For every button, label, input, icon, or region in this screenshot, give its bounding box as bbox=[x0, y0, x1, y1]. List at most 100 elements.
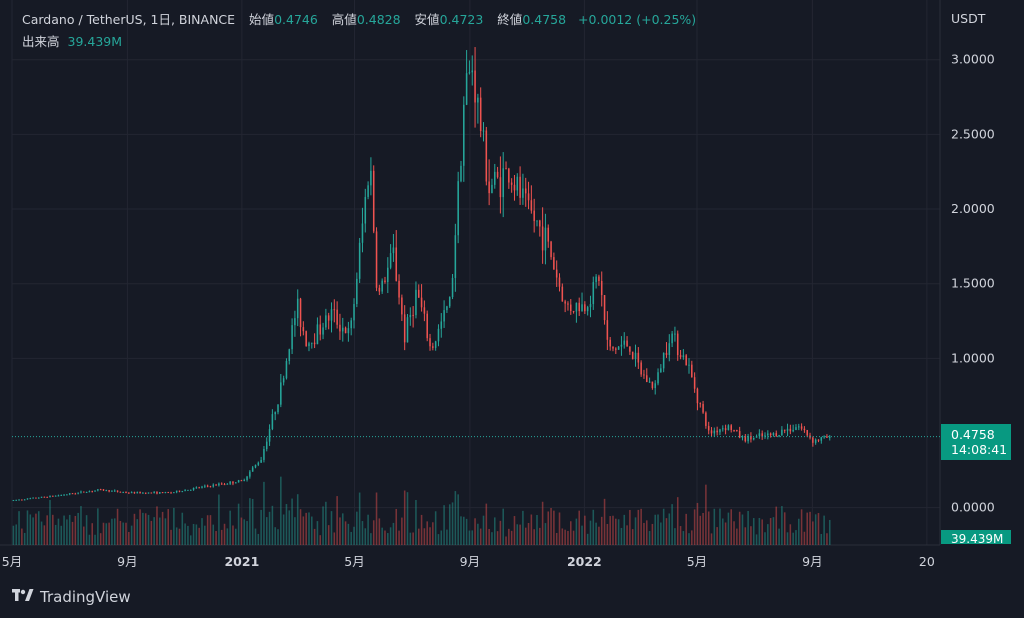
candle-body bbox=[164, 492, 167, 494]
volume-bar bbox=[18, 511, 20, 545]
candle-body bbox=[403, 314, 406, 343]
volume-bar bbox=[454, 491, 457, 545]
candle-body bbox=[423, 307, 426, 314]
volume-bar bbox=[699, 515, 702, 545]
volume-bar bbox=[479, 528, 482, 545]
candle-body bbox=[519, 176, 521, 198]
volume-bar bbox=[49, 499, 51, 545]
candle-body bbox=[482, 130, 485, 132]
volume-bar bbox=[595, 522, 597, 545]
volume-bar bbox=[370, 533, 372, 545]
volume-bar bbox=[809, 511, 811, 545]
symbol-title[interactable]: Cardano / TetherUS, 1日, BINANCE bbox=[22, 12, 236, 27]
volume-bar bbox=[350, 531, 352, 545]
candle-body bbox=[820, 437, 823, 441]
volume-bar bbox=[97, 508, 99, 545]
candle-body bbox=[195, 487, 198, 489]
volume-bar bbox=[688, 533, 690, 545]
tradingview-logo[interactable]: TradingView bbox=[12, 588, 131, 606]
volume-bar bbox=[91, 523, 94, 545]
volume-bar bbox=[432, 522, 434, 545]
candle-body bbox=[817, 439, 820, 441]
volume-bar bbox=[640, 508, 642, 545]
candle-body bbox=[327, 315, 330, 321]
candle-body bbox=[606, 320, 609, 340]
candle-body bbox=[620, 344, 623, 347]
volume-bar bbox=[581, 525, 583, 545]
volume-bar bbox=[778, 528, 780, 545]
volume-bar bbox=[364, 528, 367, 545]
volume-bar bbox=[609, 516, 611, 545]
volume-bar bbox=[637, 509, 640, 545]
volume-bar bbox=[375, 492, 378, 545]
candle-body bbox=[812, 437, 814, 443]
volume-bar bbox=[426, 521, 428, 545]
volume-bar bbox=[741, 514, 744, 545]
volume-bar bbox=[812, 521, 814, 545]
volume-bar bbox=[710, 533, 713, 545]
candle-body bbox=[136, 491, 139, 494]
volume-bar bbox=[144, 513, 147, 545]
candle-body bbox=[389, 253, 392, 268]
volume-bar bbox=[654, 514, 656, 545]
volume-bar bbox=[164, 518, 167, 545]
volume-bar bbox=[246, 521, 248, 545]
volume-bar bbox=[387, 533, 389, 545]
candle-body bbox=[691, 364, 693, 378]
volume-bar bbox=[730, 509, 732, 545]
volume-bar bbox=[626, 525, 628, 545]
candle-body bbox=[471, 70, 474, 73]
volume-bar bbox=[294, 517, 296, 545]
candle-body bbox=[536, 220, 538, 222]
volume-bar bbox=[482, 515, 485, 545]
candle-body bbox=[392, 247, 395, 254]
volume-bar bbox=[108, 522, 110, 545]
volume-bar bbox=[218, 494, 220, 545]
volume-bar bbox=[361, 521, 364, 545]
volume-bar bbox=[564, 529, 566, 545]
volume-bar bbox=[336, 496, 338, 545]
candle-body bbox=[119, 491, 122, 493]
currency-unit[interactable]: USDT bbox=[951, 11, 986, 26]
volume-bar bbox=[204, 525, 206, 545]
volume-bar bbox=[372, 520, 375, 545]
candle-body bbox=[229, 481, 231, 484]
volume-bar bbox=[274, 527, 276, 545]
volume-bar bbox=[389, 527, 392, 545]
volume-bar bbox=[187, 525, 189, 545]
candle-body bbox=[783, 429, 786, 431]
volume-bar bbox=[395, 508, 398, 545]
candle-body bbox=[741, 436, 744, 438]
volume-bar bbox=[63, 515, 65, 545]
volume-bar bbox=[189, 535, 192, 545]
volume-bar bbox=[85, 515, 88, 545]
candle-body bbox=[612, 346, 614, 349]
candle-body bbox=[463, 104, 465, 166]
volume-bar bbox=[378, 518, 381, 545]
candle-body bbox=[454, 235, 457, 278]
candle-body bbox=[626, 340, 628, 347]
candle-body bbox=[218, 483, 220, 486]
candle-body bbox=[505, 168, 507, 170]
volume-bar bbox=[327, 525, 330, 545]
candle-body bbox=[308, 343, 310, 347]
volume-bar bbox=[468, 530, 471, 545]
candle-body bbox=[80, 491, 82, 493]
candle-body bbox=[623, 340, 626, 345]
candle-body bbox=[437, 328, 440, 342]
candle-body bbox=[592, 282, 595, 305]
candle-body bbox=[401, 297, 403, 315]
volume-bar bbox=[116, 508, 119, 545]
candle-body bbox=[572, 310, 575, 312]
volume-bar bbox=[519, 524, 521, 545]
candle-body bbox=[159, 492, 161, 494]
candle-body bbox=[544, 227, 547, 251]
candle-body bbox=[215, 484, 217, 486]
candle-body bbox=[727, 425, 730, 431]
candle-body bbox=[133, 492, 136, 494]
candle-body bbox=[550, 241, 552, 258]
candle-body bbox=[491, 184, 493, 194]
close-label: 終値 bbox=[497, 12, 523, 27]
candle-body bbox=[277, 404, 279, 413]
